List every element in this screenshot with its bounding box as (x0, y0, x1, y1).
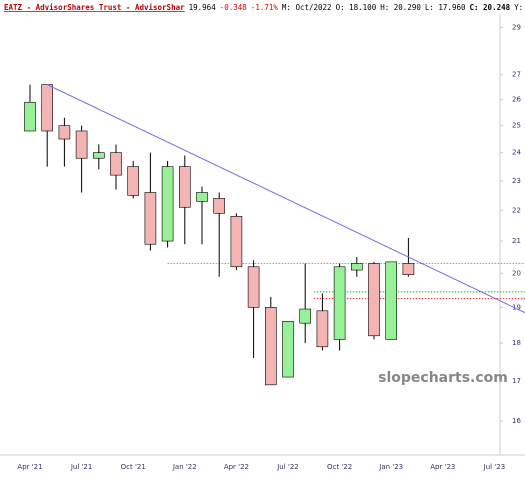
x-tick-label: Jul '22 (276, 463, 299, 471)
x-tick-label: Jan '23 (378, 463, 403, 471)
x-tick-label: Jul '23 (483, 463, 506, 471)
candle-body (179, 166, 191, 208)
y-tick-label: 23 (512, 177, 521, 185)
header: EATZ - AdvisorShares Trust - AdvisorShar… (4, 3, 525, 12)
candle-body (264, 307, 277, 386)
y-tick-label: 21 (512, 237, 521, 245)
candle-body (75, 130, 88, 159)
candle-body (41, 84, 54, 132)
x-tick-label: Oct '22 (327, 463, 352, 471)
header-item: H: 20.290 (380, 3, 421, 12)
header-item: O: 18.100 (336, 3, 377, 12)
trendline (46, 84, 525, 314)
candle-body (350, 263, 363, 271)
header-item: -0.348 (220, 3, 248, 12)
candle-body (333, 266, 346, 340)
candle-body (144, 192, 157, 245)
y-tick-label: 29 (512, 23, 521, 31)
header-item: L: 17.960 (425, 3, 466, 12)
x-tick-label: Jul '21 (70, 463, 93, 471)
header-item: 19.964 (189, 3, 217, 12)
y-tick-label: 22 (512, 206, 521, 214)
x-tick-label: Oct '21 (121, 463, 146, 471)
candle-body (93, 152, 105, 159)
candle-body (299, 308, 312, 324)
candle-body (196, 192, 208, 202)
candle-body (282, 321, 294, 378)
candle-body (385, 261, 398, 340)
candle-body (247, 266, 260, 308)
candle-body (110, 152, 122, 176)
header-item: -1.71% (251, 3, 279, 12)
x-tick-label: Apr '21 (17, 463, 42, 471)
y-tick-label: 16 (512, 417, 521, 425)
candle-body (127, 166, 139, 196)
y-tick-label: 20 (512, 269, 521, 277)
candle-body (402, 263, 415, 275)
header-item: Y: 28.055 (514, 3, 525, 12)
candle-body (230, 216, 243, 268)
x-tick-label: Apr '22 (224, 463, 249, 471)
candle-body (213, 198, 225, 214)
candle-body (24, 101, 36, 132)
header-item: M: Oct/2022 (282, 3, 332, 12)
y-tick-label: 27 (512, 71, 521, 79)
y-tick-label: 24 (512, 149, 521, 157)
candle-body (368, 263, 380, 337)
y-tick-label: 25 (512, 122, 521, 130)
ticker-title: EATZ - AdvisorShares Trust - AdvisorShar (4, 3, 185, 12)
x-tick-label: Apr '23 (430, 463, 455, 471)
y-tick-label: 18 (512, 339, 521, 347)
candle-body (316, 310, 329, 348)
y-tick-label: 26 (512, 96, 521, 104)
x-tick-label: Jan '22 (172, 463, 197, 471)
y-tick-label: 19 (512, 303, 521, 311)
candle-body (58, 125, 71, 140)
candle-body (161, 166, 174, 242)
watermark: slopecharts.com (378, 370, 508, 386)
header-item: C: 20.248 (470, 3, 511, 12)
y-tick-label: 17 (512, 377, 521, 385)
